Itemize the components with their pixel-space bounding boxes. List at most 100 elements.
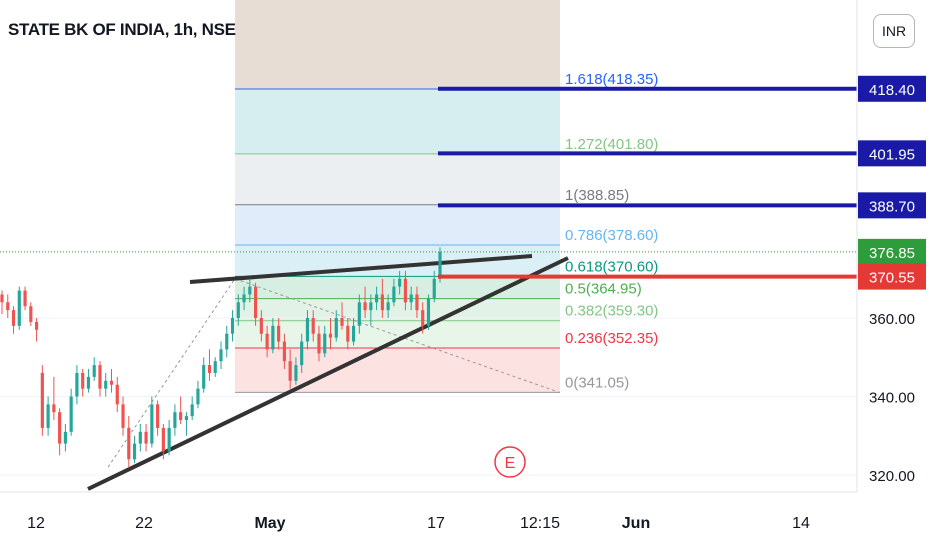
earnings-marker[interactable]: E [494,446,526,478]
price-axis-label: 418.40 [869,82,915,99]
fib-label: 0(341.05) [565,374,629,391]
candle-body [184,416,189,421]
candle-body [121,404,125,428]
time-tick-label: 17 [427,515,445,532]
candle-body [300,341,304,366]
candle-body [305,318,310,342]
price-axis-label-bg [858,238,926,265]
candle-body [225,333,229,350]
price-axis-label-bg [858,192,926,219]
candle-body [403,278,408,303]
price-tick-label: 340.00 [869,390,915,407]
candle-body [230,318,235,334]
candle-body [242,294,246,303]
candle-body [150,404,154,444]
candle-body [29,306,33,322]
candle-body [369,302,373,311]
candle-body [115,384,119,405]
time-tick-label: 12 [27,515,45,532]
resistance-trendline[interactable] [189,254,533,284]
candle-body [415,294,419,311]
candle-body [63,431,67,444]
candle-body [104,380,108,389]
candle-body [346,325,350,342]
horizontal-lines [0,86,857,279]
candle-body [432,278,436,299]
time-tick-label: 12:15 [520,515,560,532]
candle-body [179,412,183,421]
candle-body [40,372,44,428]
candle-body [392,286,396,303]
candle-body [98,365,102,389]
price-axis-label: 388.70 [869,198,915,215]
candle-body [386,302,390,311]
candle-body [426,298,431,326]
price-tick-label: 360.00 [869,311,915,328]
candle-body [81,372,85,389]
chart-title: STATE BK OF INDIA, 1h, NSE [8,20,236,39]
candle-body [17,290,21,326]
candle-body [311,318,315,334]
candle-body [6,302,10,311]
candle-body [380,294,384,311]
candle-body [213,361,217,373]
candle-body [265,333,269,350]
candle-body [132,443,137,460]
candle-body [438,251,442,279]
candle-body [288,361,292,381]
fib-zone [235,88,560,154]
price-axis-label-bg [858,263,926,290]
fib-zone [235,276,560,299]
candle-body [196,388,200,405]
candle-body [127,427,131,460]
fib-zone [235,244,560,277]
time-tick-label: May [254,515,285,532]
candle-body [11,310,16,326]
time-tick-label: Jun [622,515,650,532]
candle-body [248,286,252,295]
fib-zone [235,204,560,245]
candle-body [277,325,281,342]
earnings-circle [494,446,526,478]
price-axis-label: 376.85 [869,245,915,262]
fib-label: 0.786(378.60) [565,227,658,244]
candle-body [357,302,361,326]
candle-body [34,321,39,330]
candle-body [190,404,194,417]
candle-body [167,427,171,452]
earnings-label: E [505,455,516,472]
candle-body [23,290,27,307]
time-axis: 12 22 May 17 12:15 Jun 14 [27,515,810,532]
candle-body [58,412,62,444]
candle-body [156,404,160,428]
candle-body [259,318,263,334]
candle-body [109,380,114,385]
fib-label: 0.382(359.30) [565,303,658,320]
candle-body [317,333,321,354]
price-axis-label-bg [858,75,926,102]
currency-button[interactable]: INR [873,14,915,48]
fib-label: 0.618(370.60) [565,258,658,275]
fib-label: 1.618(418.35) [565,71,658,88]
candle-body [294,365,298,381]
candle-body [409,294,413,303]
candle-body [202,365,206,389]
candle-body [46,404,50,428]
candle-body [363,302,367,311]
candle-body [236,302,240,318]
fib-label: 0.236(352.35) [565,330,658,347]
fibonacci-zones [235,0,560,393]
candle-body [271,325,275,350]
fib-zone-top [235,0,560,89]
candle-body [253,286,258,318]
candle-body [86,376,91,389]
fib-label: 1(388.85) [565,187,629,204]
fib-zone [235,153,560,205]
candle-body [334,318,338,338]
price-axis-label-bg [858,140,926,167]
candle-body [351,325,356,342]
candle-body [0,294,4,303]
price-axis-label: 401.95 [869,146,915,163]
